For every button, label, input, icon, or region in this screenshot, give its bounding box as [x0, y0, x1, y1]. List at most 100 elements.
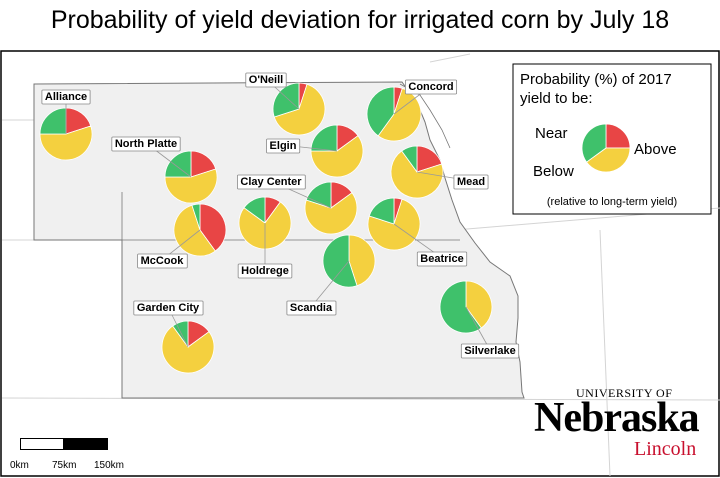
pie-alliance — [39, 107, 93, 161]
legend-title-line2: yield to be: — [520, 90, 593, 107]
city-name-o-neill: O'Neill — [249, 74, 283, 86]
city-name-silverlake: Silverlake — [464, 345, 515, 357]
scale-bar: 0km 75km 150km — [10, 436, 140, 476]
pie-north-platte-above-slice — [164, 150, 192, 178]
pie-mccook-near-slice — [173, 204, 216, 257]
scale-label-150: 150km — [94, 460, 125, 471]
city-label-box-o-neill — [245, 72, 287, 88]
scale-segment-black — [64, 438, 108, 450]
city-name-mead: Mead — [457, 176, 485, 188]
city-name-garden-city: Garden City — [137, 302, 200, 314]
city-label-holdrege: Holdrege — [237, 263, 293, 279]
university-logo: UNIVERSITY OF Nebraska Lincoln — [532, 384, 710, 464]
scale-label-0: 0km — [10, 460, 29, 471]
legend: Probability (%) of 2017 yield to be: Nea… — [512, 63, 712, 215]
city-label-scandia: Scandia — [286, 300, 337, 316]
logo-lincoln: Lincoln — [634, 438, 697, 460]
city-label-box-mead — [453, 174, 489, 190]
city-label-box-beatrice — [416, 251, 468, 267]
pie-mccook — [173, 203, 227, 257]
city-label-box-elgin — [266, 138, 301, 154]
legend-pie-above-slice — [581, 123, 607, 163]
pie-mead — [390, 145, 444, 199]
city-label-clay-center: Clay Center — [237, 174, 306, 190]
city-name-beatrice: Beatrice — [420, 253, 463, 265]
city-name-alliance: Alliance — [45, 91, 87, 103]
city-label-box-north-platte — [111, 136, 181, 152]
legend-near-label: Near — [535, 125, 568, 142]
pie-garden-city-above-slice — [172, 320, 189, 349]
leader-line-scandia — [310, 260, 350, 308]
city-name-concord: Concord — [408, 81, 453, 93]
pie-beatrice-near-slice — [367, 198, 421, 251]
pie-clay-center — [304, 181, 358, 235]
legend-title-line1: Probability (%) of 2017 — [520, 71, 672, 88]
pie-silverlake — [439, 280, 493, 334]
pie-o-neill-above-slice — [272, 82, 300, 118]
pie-clay-center-near-slice — [304, 192, 358, 235]
city-label-beatrice: Beatrice — [416, 251, 468, 267]
city-name-elgin: Elgin — [270, 140, 297, 152]
city-label-box-concord — [404, 79, 458, 95]
city-label-north-platte: North Platte — [111, 136, 181, 152]
pie-silverlake-near-slice — [465, 280, 493, 329]
legend-example-pie — [581, 123, 631, 173]
label-layer: Alliance O'Neill Concord North Platte Elgin M… — [41, 72, 520, 359]
city-label-box-scandia — [286, 300, 337, 316]
pie-beatrice-above-slice — [368, 197, 395, 225]
pie-elgin-above-slice — [310, 124, 338, 152]
city-label-o-neill: O'Neill — [245, 72, 287, 88]
logo-university: UNIVERSITY OF — [576, 386, 673, 400]
city-name-clay-center: Clay Center — [240, 176, 302, 188]
legend-pie-near-slice — [586, 147, 631, 173]
pie-beatrice — [367, 197, 421, 251]
pie-mead-near-slice — [390, 150, 444, 199]
city-name-holdrege: Holdrege — [241, 265, 289, 277]
pie-north-platte-near-slice — [164, 168, 218, 204]
city-label-concord: Concord — [404, 79, 458, 95]
city-name-mccook: McCook — [141, 255, 185, 267]
city-label-box-alliance — [41, 89, 91, 105]
logo-nebraska: Nebraska — [534, 395, 700, 441]
leader-line-silverlake — [465, 306, 491, 351]
pie-alliance-above-slice — [39, 107, 67, 135]
city-label-mead: Mead — [453, 174, 489, 190]
pie-mead-above-slice — [401, 145, 418, 174]
city-label-elgin: Elgin — [266, 138, 301, 154]
scale-label-75: 75km — [52, 460, 77, 471]
pie-o-neill-near-slice — [273, 83, 326, 136]
pie-scandia-above-slice — [322, 234, 358, 288]
pie-alliance-near-slice — [39, 125, 93, 161]
pie-clay-center-above-slice — [305, 181, 332, 209]
pie-o-neill — [272, 82, 326, 136]
pie-garden-city-near-slice — [161, 325, 215, 374]
pie-holdrege-above-slice — [243, 196, 266, 224]
pie-scandia — [322, 234, 376, 288]
city-label-box-silverlake — [460, 343, 520, 359]
pie-silverlake-above-slice — [439, 280, 482, 334]
city-label-mccook: McCook — [137, 253, 188, 269]
pie-layer — [39, 82, 493, 374]
city-label-box-clay-center — [237, 174, 306, 190]
scale-segment-white — [20, 438, 64, 450]
city-label-box-mccook — [137, 253, 188, 269]
city-name-north-platte: North Platte — [115, 138, 177, 150]
pie-north-platte — [164, 150, 218, 204]
city-label-silverlake: Silverlake — [460, 343, 520, 359]
legend-below-label: Below — [533, 163, 574, 180]
pie-mccook-above-slice — [191, 203, 201, 231]
pie-concord-above-slice — [366, 86, 395, 137]
legend-pie-below-slice — [605, 123, 631, 149]
pie-scandia-near-slice — [348, 234, 376, 287]
pie-mccook-below-slice — [199, 203, 227, 252]
legend-note: (relative to long-term yield) — [547, 196, 677, 208]
pie-elgin — [310, 124, 364, 178]
city-label-box-holdrege — [237, 263, 293, 279]
legend-above-label: Above — [634, 141, 677, 158]
city-label-garden-city: Garden City — [133, 300, 204, 316]
city-name-scandia: Scandia — [290, 302, 333, 314]
pie-garden-city — [161, 320, 215, 374]
city-label-alliance: Alliance — [41, 89, 91, 105]
pie-elgin-near-slice — [310, 135, 364, 178]
